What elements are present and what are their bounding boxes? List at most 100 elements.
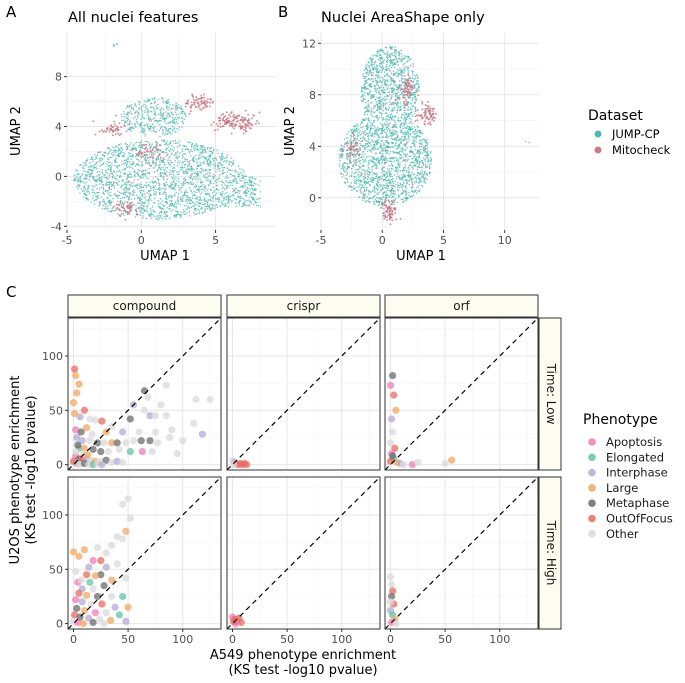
jump-cp-point [76, 186, 77, 187]
jump-cp-point [158, 99, 159, 100]
mitocheck-point [193, 99, 195, 101]
jump-cp-point [94, 159, 95, 160]
jump-cp-point [176, 128, 177, 129]
jump-cp-point [129, 149, 130, 150]
jump-cp-point [109, 151, 110, 152]
jump-cp-point [206, 178, 207, 179]
jump-cp-point [243, 171, 244, 172]
mitocheck-point [190, 110, 192, 112]
jump-cp-point [388, 106, 389, 107]
jump-cp-point [178, 181, 179, 182]
jump-cp-point [365, 125, 366, 126]
jump-cp-point [409, 59, 410, 60]
jump-cp-point [91, 173, 92, 174]
jump-cp-point [367, 107, 368, 108]
mitocheck-point [235, 116, 237, 118]
jump-cp-point [425, 159, 426, 160]
jump-cp-point [394, 122, 395, 123]
jump-cp-point [401, 157, 402, 158]
jump-cp-point [397, 102, 398, 103]
jump-cp-point [401, 56, 402, 57]
jump-cp-point [149, 197, 150, 198]
jump-cp-point [204, 211, 205, 212]
jump-cp-point [403, 201, 404, 202]
jump-cp-point [153, 193, 154, 194]
jump-cp-point [404, 67, 405, 68]
jump-cp-point [366, 187, 367, 188]
jump-cp-point [419, 164, 420, 165]
jump-cp-point [129, 144, 130, 145]
jump-cp-point [92, 195, 93, 196]
jump-cp-point [187, 166, 188, 167]
jump-cp-point [156, 165, 157, 166]
jump-cp-point [381, 90, 382, 91]
jump-cp-point [187, 199, 188, 200]
jump-cp-point [178, 160, 179, 161]
jump-cp-point [174, 170, 175, 171]
jump-cp-point [172, 130, 173, 131]
jump-cp-point [139, 185, 140, 186]
jump-cp-point [383, 147, 384, 148]
mitocheck-point [160, 150, 162, 152]
jump-cp-point [142, 110, 143, 111]
jump-cp-point [361, 184, 362, 185]
jump-cp-point [244, 204, 245, 205]
jump-cp-point [180, 214, 181, 215]
jump-cp-point [254, 190, 255, 191]
jump-cp-point [202, 213, 203, 214]
mitocheck-point [150, 152, 152, 154]
jump-cp-point [366, 76, 367, 77]
jump-cp-point [153, 160, 154, 161]
jump-cp-point [208, 164, 209, 165]
jump-cp-point [383, 174, 384, 175]
jump-cp-point [399, 185, 400, 186]
jump-cp-point [209, 173, 210, 174]
jump-cp-point [364, 99, 365, 100]
jump-cp-point [403, 167, 404, 168]
jump-cp-point [222, 188, 223, 189]
jump-cp-point [224, 193, 225, 194]
jump-cp-point [88, 191, 89, 192]
jump-cp-point [127, 124, 128, 125]
jump-cp-point [407, 179, 408, 180]
jump-cp-point [180, 187, 181, 188]
jump-cp-point [194, 176, 195, 177]
jump-cp-point [95, 185, 96, 186]
jump-cp-point [400, 129, 401, 130]
jump-cp-point [181, 157, 182, 158]
jump-cp-point [143, 104, 144, 105]
jump-cp-point [161, 215, 162, 216]
jump-cp-point [111, 186, 112, 187]
jump-cp-point [248, 184, 249, 185]
jump-cp-point [197, 175, 198, 176]
jump-cp-point [354, 182, 355, 183]
mitocheck-point [116, 207, 118, 209]
jump-cp-point [189, 161, 190, 162]
jump-cp-point [391, 161, 392, 162]
jump-cp-point [147, 172, 148, 173]
jump-cp-point [382, 60, 383, 61]
jump-cp-point [388, 53, 389, 54]
jump-cp-point [120, 152, 121, 153]
jump-cp-point [87, 185, 88, 186]
jump-cp-point [389, 102, 390, 103]
jump-cp-point [394, 120, 395, 121]
mitocheck-point [202, 102, 204, 104]
jump-cp-point [209, 151, 210, 152]
jump-cp-point [387, 119, 388, 120]
jump-cp-point [212, 152, 213, 153]
jump-cp-point [389, 66, 390, 67]
jump-cp-point [382, 127, 383, 128]
jump-cp-point [354, 162, 355, 163]
jump-cp-point [411, 152, 412, 153]
jump-cp-point [391, 77, 392, 78]
jump-cp-point [339, 156, 340, 157]
jump-cp-point [185, 171, 186, 172]
jump-cp-point [159, 161, 160, 162]
jump-cp-point [205, 208, 206, 209]
jump-cp-point [120, 198, 121, 199]
jump-cp-point [367, 178, 368, 179]
jump-cp-point [364, 171, 365, 172]
jump-cp-point [402, 94, 403, 95]
jump-cp-point [182, 167, 183, 168]
